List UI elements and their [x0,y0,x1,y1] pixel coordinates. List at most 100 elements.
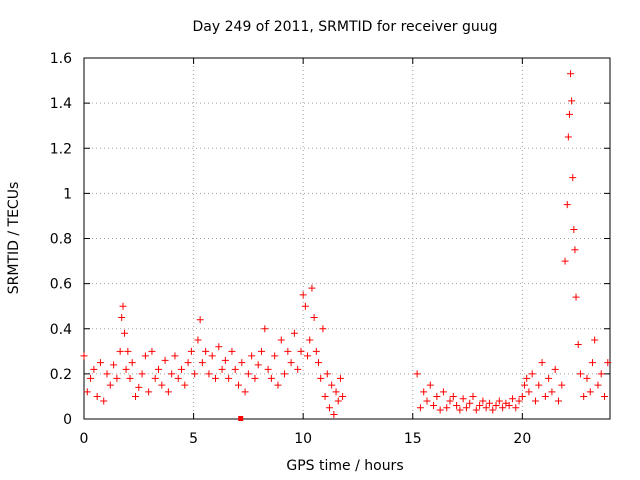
data-point [287,359,295,367]
data-point [499,404,507,412]
data-point [297,347,305,355]
data-point [541,392,549,400]
data-point [586,388,594,396]
data-point [248,352,256,360]
data-point [479,397,487,405]
data-point [205,370,213,378]
y-tick-label: 1.6 [50,51,72,67]
data-point [198,359,206,367]
x-tick-label: 0 [80,431,89,447]
data-point [328,381,336,389]
data-point [330,410,338,418]
data-point [244,370,252,378]
data-point [443,404,451,412]
data-points [80,70,612,421]
data-point [453,401,461,409]
x-tick-label: 10 [294,431,312,447]
data-point [601,392,609,400]
data-point [306,336,314,344]
data-point [580,392,588,400]
data-point [472,406,480,414]
data-point [277,336,285,344]
data-point [334,397,342,405]
x-tick-label: 15 [404,431,422,447]
data-point [304,352,312,360]
y-tick-label: 0.8 [50,232,72,248]
data-point [90,365,98,373]
data-point [564,133,572,141]
data-point [508,395,516,403]
data-point [196,316,204,324]
data-point [317,374,325,382]
data-point [548,388,556,396]
data-point [594,381,602,389]
data-point [93,392,101,400]
data-point [215,343,223,351]
y-tick-label: 0 [63,412,72,428]
data-point [310,313,318,321]
data-point [523,374,531,382]
data-point [420,388,428,396]
data-point [141,352,149,360]
data-point [515,397,523,405]
data-point [178,365,186,373]
data-point [96,359,104,367]
data-point [492,401,500,409]
data-point [128,359,136,367]
data-point [535,381,543,389]
data-point [459,395,467,403]
data-point [312,347,320,355]
y-tick-label: 0.4 [50,322,72,338]
data-point [103,370,111,378]
data-point [446,397,454,405]
data-point [212,374,219,382]
data-point [588,359,596,367]
data-point [563,201,571,209]
data-point [551,365,559,373]
data-point [202,347,210,355]
y-tick-label: 1.4 [50,96,72,112]
data-point [433,392,441,400]
data-point [148,347,156,355]
axis-ticks: 0 5 10 15 20 0 0.2 0.4 0.6 0.8 1 1.2 1.4 1.6 [50,51,610,447]
data-point [568,97,576,105]
data-point [462,404,470,412]
data-point [321,392,329,400]
data-point [489,406,497,414]
data-point [113,374,121,382]
data-point [301,302,309,310]
data-point [531,397,539,405]
data-point [485,399,493,407]
data-point [221,356,229,364]
data-point [161,356,169,364]
data-point [426,381,434,389]
data-point-square [238,416,244,421]
data-point [325,404,333,412]
data-point [591,336,599,344]
data-point [466,399,474,407]
data-point [323,370,331,378]
data-point [171,352,179,360]
data-point [469,392,477,400]
data-point [561,257,569,265]
data-point [315,359,323,367]
x-tick-label: 5 [189,431,198,447]
data-point [187,347,195,355]
data-point [558,381,566,389]
data-point [225,374,233,382]
data-point [121,329,129,337]
data-point [174,374,182,382]
data-point [261,325,269,333]
data-point [413,370,421,378]
data-point [528,370,536,378]
x-tick-label: 20 [513,431,531,447]
data-point [554,397,562,405]
data-point [281,370,289,378]
data-point [416,404,424,412]
data-point [100,397,108,405]
data-point [332,388,340,396]
data-point [290,329,298,337]
data-point [208,352,216,360]
data-point [436,406,444,414]
plot-frame [83,57,611,420]
